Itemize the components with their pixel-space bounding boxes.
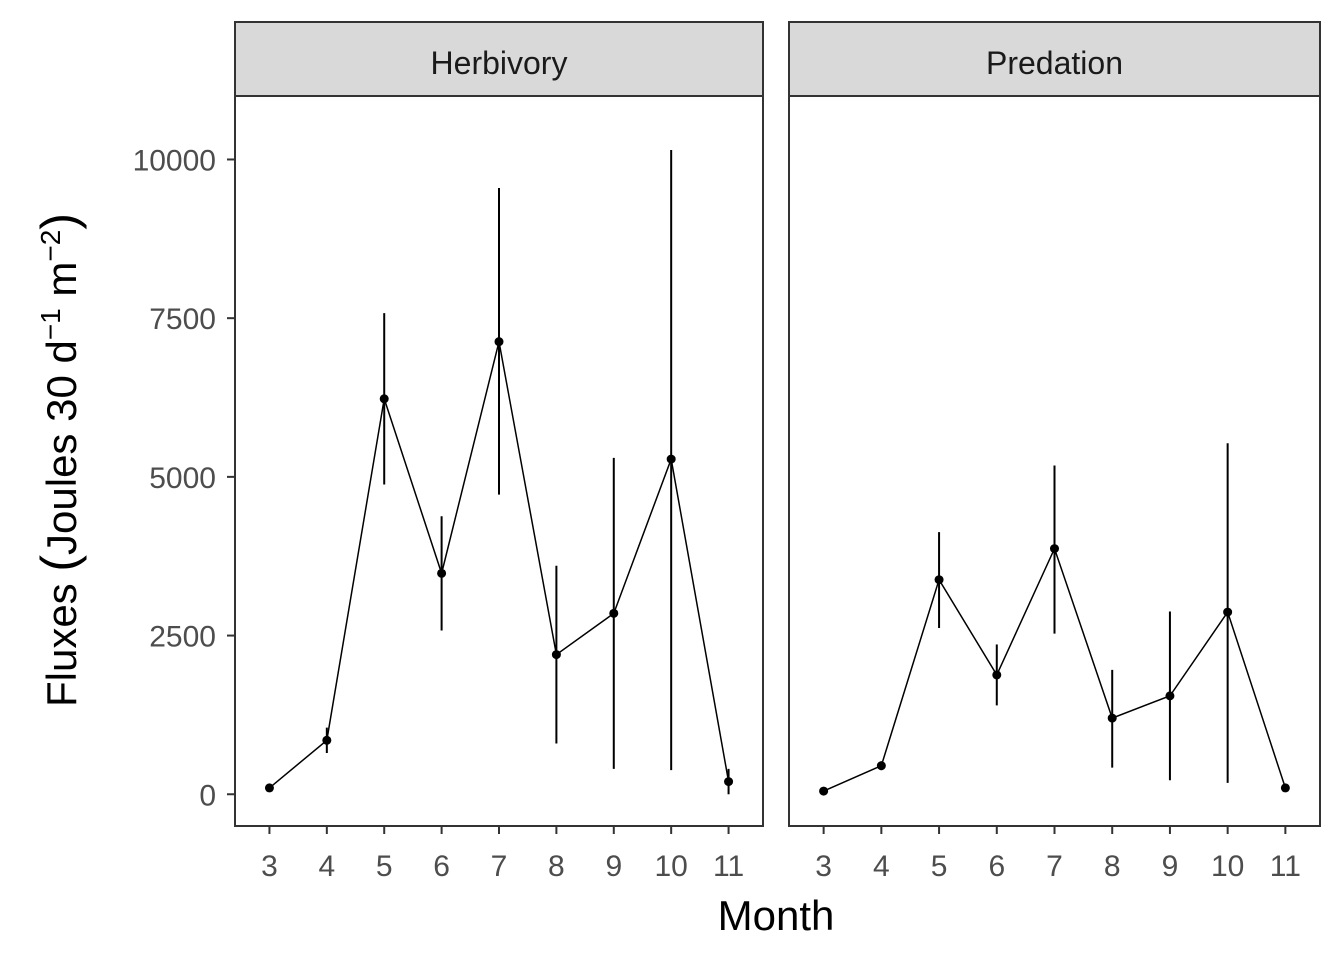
x-tick-label: 10 (1211, 850, 1244, 883)
facet-strip (788, 21, 1321, 97)
x-tick-label: 9 (605, 850, 622, 883)
x-tick-label: 6 (433, 850, 450, 883)
panel-herbivory: Herbivory 3 4 5 6 7 8 9 10 11 (234, 21, 764, 883)
data-point (819, 786, 829, 796)
panel-predation: Predation 3 4 5 6 7 8 9 10 11 (788, 21, 1321, 883)
y-tick-label: 5000 (149, 462, 216, 495)
y-tick-label: 7500 (149, 303, 216, 336)
y-tick-label: 2500 (149, 621, 216, 654)
facet-strip (234, 21, 764, 97)
data-point (264, 783, 274, 793)
facet-panels: Herbivory 3 4 5 6 7 8 9 10 11 Predation 3 4 5 6 7 8 9 10 11 (234, 21, 1321, 883)
y-tick-label: 0 (199, 779, 216, 812)
data-point (876, 761, 886, 771)
facet-strip-label: Herbivory (431, 45, 568, 81)
y-axis: 0 2500 5000 7500 10000 (133, 144, 235, 812)
x-tick-label: 6 (988, 850, 1005, 883)
data-point (379, 394, 389, 404)
data-point (666, 454, 676, 464)
data-point (322, 735, 332, 745)
x-tick-label: 5 (376, 850, 393, 883)
x-tick-label: 3 (261, 850, 278, 883)
data-point (724, 777, 734, 787)
y-tick-label: 10000 (133, 144, 216, 177)
data-point (494, 337, 504, 347)
data-point (1050, 544, 1059, 554)
x-tick-label: 9 (1162, 850, 1179, 883)
data-point (437, 568, 447, 578)
x-axis-title: Month (718, 892, 835, 939)
x-tick-label: 4 (318, 850, 335, 883)
data-point (934, 575, 944, 585)
x-tick-label: 4 (873, 850, 890, 883)
data-point (1223, 607, 1233, 617)
x-tick-label: 8 (1104, 850, 1121, 883)
data-point (1165, 691, 1175, 701)
x-tick-label: 5 (931, 850, 948, 883)
data-point (551, 650, 561, 660)
x-tick-label: 8 (548, 850, 565, 883)
x-tick-label: 7 (1046, 850, 1063, 883)
x-tick-label: 3 (815, 850, 832, 883)
data-point (992, 670, 1002, 680)
data-point (1280, 783, 1290, 793)
x-tick-label: 11 (1270, 850, 1301, 883)
data-point (609, 608, 619, 618)
panel-border (788, 95, 1321, 827)
x-tick-label: 10 (654, 850, 687, 883)
data-point (1107, 713, 1117, 723)
y-axis-title: Fluxes (Joules 30 d−1 m−2) (31, 213, 87, 707)
x-tick-label: 11 (713, 850, 744, 883)
x-tick-label: 7 (491, 850, 508, 883)
facet-strip-label: Predation (986, 45, 1123, 81)
